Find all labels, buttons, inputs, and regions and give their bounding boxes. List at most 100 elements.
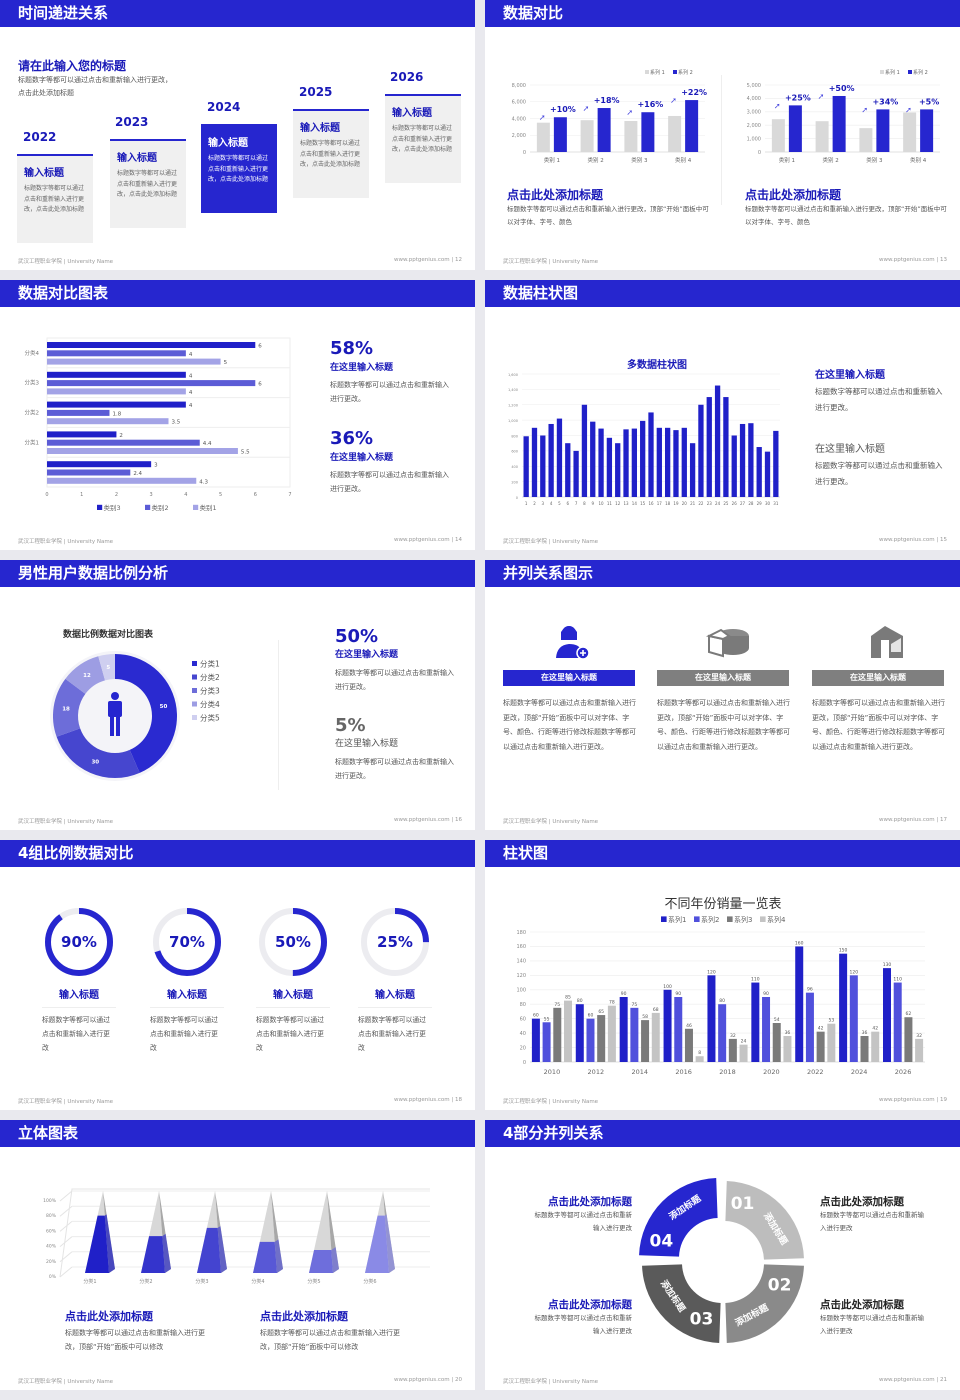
bar — [762, 997, 771, 1062]
block-desc: 标题数字等都可以通过点击和重新输入进行更改，顶部“开始”面板中可以修改 — [65, 1329, 205, 1351]
gridline — [59, 1190, 73, 1202]
x-tick-label: 类别 4 — [910, 156, 927, 164]
stat-heading: 在这里输入标题 — [330, 453, 394, 463]
y-tick-label: 1,400 — [508, 388, 518, 392]
timeline-card[interactable]: 输入标题 标题数字等都可以通过点击和重新输入进行更改，点击此处添加标题 — [385, 94, 461, 183]
x-tick-label: 分类6 — [363, 1278, 376, 1285]
x-tick-label: 4 — [550, 501, 553, 506]
slide-column-chart: 数据柱状图 多数据柱状图 0 200 400 600 800 1,000 1,200 1,40… — [485, 280, 960, 550]
building-icon — [871, 626, 903, 658]
data-label: 90 — [675, 991, 681, 997]
stat-value: 58% — [330, 338, 374, 359]
card-title: 输入标题 — [24, 168, 64, 179]
data-label: 75 — [632, 1002, 638, 1008]
page-number: 20 — [455, 1377, 462, 1383]
footer-school: 武汉工程职业学院 | University Name — [503, 539, 599, 545]
x-tick-label: 13 — [623, 501, 629, 506]
timeline-card[interactable]: 输入标题 标题数字等都可以通过点击和重新输入进行更改，点击此处添加标题 — [110, 139, 186, 228]
legend-label: 分类1 — [200, 659, 220, 669]
bar — [531, 1018, 540, 1062]
bar — [739, 1044, 748, 1062]
footer-school: 武汉工程职业学院 | University Name — [503, 819, 599, 825]
bar — [640, 420, 646, 497]
cycle-segment-01[interactable] — [725, 1181, 804, 1260]
legend-swatch — [645, 70, 649, 74]
x-tick-label: 22 — [698, 501, 704, 506]
x-tick-label: 8 — [583, 501, 586, 506]
bar — [860, 1036, 869, 1062]
timeline-card-active[interactable]: 输入标题 标题数字等都可以通过点击和重新输入进行更改，点击此处添加标题 — [201, 124, 277, 213]
legend-swatch — [880, 70, 884, 74]
progress-value: 90% — [61, 933, 97, 951]
category-label: 分类2 — [25, 409, 40, 417]
pyramid-fill — [141, 1236, 165, 1273]
bar — [47, 401, 186, 408]
legend-swatch — [727, 916, 733, 922]
cycle-segment-04[interactable] — [639, 1178, 718, 1257]
donut-slice — [56, 728, 140, 778]
growth-annotation: +16% — [637, 100, 663, 109]
block-heading: 点击此处添加标题 — [65, 1310, 153, 1323]
chart-title: 多数据柱状图 — [627, 360, 687, 371]
data-label: 32 — [916, 1033, 922, 1039]
pyramid-fill-side — [384, 1214, 395, 1273]
x-tick-label: 9 — [591, 501, 594, 506]
bar — [623, 429, 629, 497]
legend-swatch — [193, 504, 199, 510]
horizontal-bar-chart: 0 1 2 3 4 5 6 7 分类4 6 4 5 分类3 4 6 4 分类2 4 1.8 3.5 分类1 2 4.4 5.5… — [25, 337, 292, 512]
legend-swatch — [145, 504, 151, 510]
legend-label: 分类3 — [200, 686, 220, 696]
legend-label: 系列4 — [767, 915, 786, 924]
data-label: 90 — [763, 991, 769, 997]
item-label-bar: 在这里输入标题 — [657, 670, 789, 686]
legend-label: 类别2 — [152, 503, 169, 512]
y-tick-label: 120 — [516, 973, 526, 979]
x-tick-label: 27 — [740, 501, 746, 506]
bar — [771, 119, 785, 152]
data-label: 60 — [588, 1013, 594, 1019]
bar — [606, 437, 613, 497]
ring-desc: 标题数字等都可以通过点击和重新输入进行更改 — [256, 1016, 324, 1052]
data-label: 96 — [807, 987, 813, 993]
stat-heading: 在这里输入标题 — [335, 739, 399, 749]
item-label-bar: 在这里输入标题 — [503, 670, 635, 686]
donut-slice — [53, 678, 86, 737]
bar — [832, 95, 846, 152]
growth-annotation: +25% — [785, 93, 811, 102]
data-label: 110 — [751, 977, 760, 983]
bar — [531, 427, 538, 497]
cycle-segment-02[interactable] — [725, 1264, 804, 1343]
user-add-icon — [556, 626, 590, 660]
segment-number: 04 — [649, 1231, 673, 1251]
bar — [695, 1056, 704, 1062]
x-tick-label: 0 — [45, 492, 48, 498]
pie-chart-icon — [706, 628, 749, 658]
growth-annotation: +10% — [550, 105, 576, 114]
pyramid-fill — [309, 1250, 333, 1273]
y-tick-label: 0 — [523, 150, 526, 156]
stat-heading: 在这里输入标题 — [335, 650, 399, 660]
footer-school: 武汉工程职业学院 | University Name — [503, 1379, 599, 1385]
y-tick-label: 4,000 — [512, 116, 526, 122]
timeline-card[interactable]: 输入标题 标题数字等都可以通过点击和重新输入进行更改，点击此处添加标题 — [293, 109, 369, 198]
data-label: 6 — [258, 382, 262, 388]
y-tick-label: 20 — [520, 1045, 526, 1051]
x-tick-label: 6 — [254, 492, 257, 498]
page-number: 18 — [455, 1097, 462, 1103]
timeline-card[interactable]: 输入标题 标题数字等都可以通过点击和重新输入进行更改，点击此处添加标题 — [17, 154, 93, 243]
x-tick-label: 31 — [773, 501, 779, 506]
footer-url-text: www.pptgenius.com | — [879, 257, 940, 263]
bar — [871, 1031, 880, 1062]
x-tick-label: 2026 — [895, 1068, 912, 1076]
legend-swatch — [673, 70, 677, 74]
block-heading: 点击此处添加标题 — [507, 188, 604, 202]
x-tick-label: 12 — [615, 501, 621, 506]
data-label: 4.4 — [203, 441, 212, 447]
bar — [590, 421, 596, 497]
part-desc: 标题数字等都可以通过点击和重新输入进行更改 — [820, 1211, 924, 1232]
chart-title: 不同年份销量一览表 — [664, 897, 782, 912]
bar — [673, 430, 679, 497]
slide-title: 4组比例数据对比 — [0, 840, 475, 867]
cycle-segment-03[interactable] — [642, 1264, 721, 1343]
bar — [548, 423, 554, 497]
